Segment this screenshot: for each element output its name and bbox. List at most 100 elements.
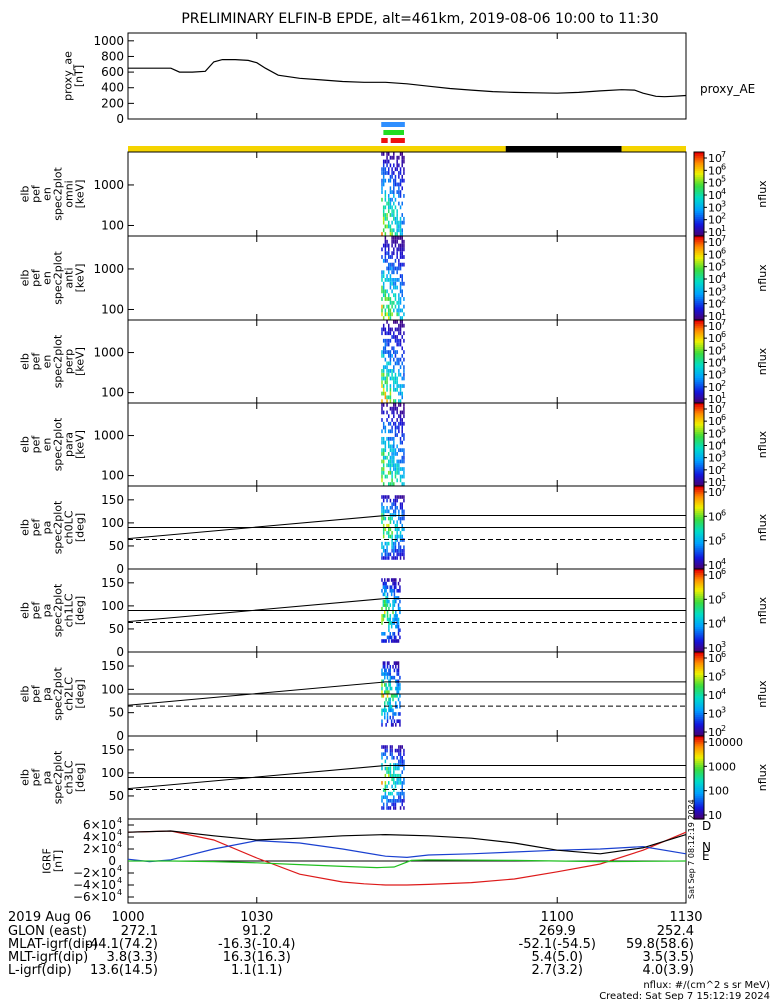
spec8-zlabel-line: nflux <box>756 680 769 708</box>
spec5-colorbar-cell <box>694 440 704 444</box>
spec3-ztick-exp: 3 <box>721 283 726 292</box>
spec8-cell <box>389 704 392 709</box>
spec3-ztick-label: 10 <box>708 298 722 311</box>
spec4-cell <box>387 361 390 366</box>
spec4-cell <box>387 395 390 400</box>
spec9-cell <box>381 799 383 803</box>
ephemeris-value: 3.8(3.3) <box>107 950 159 965</box>
spec7-cell <box>382 585 385 589</box>
spec9-cell <box>396 755 398 760</box>
spec4-cell <box>396 380 398 385</box>
spec2-cell <box>396 155 398 160</box>
spec8-cell <box>397 672 400 676</box>
spec4-cell <box>396 342 398 347</box>
spec3-ylabel-line: elb <box>19 270 32 287</box>
spec3-cell <box>399 262 402 267</box>
spec5-cell <box>382 463 385 468</box>
spec8-cell <box>397 686 400 691</box>
spec2-colorbar-cell <box>694 196 704 199</box>
spec2-ylabel-line: en <box>41 187 54 201</box>
igrf-ytick-label: −2×10 <box>73 866 116 880</box>
spec4-ztick-label: 10 <box>708 320 722 333</box>
spec8-cell <box>389 686 392 691</box>
spec8-cell <box>381 668 383 673</box>
spec4-colorbar-cell <box>694 340 704 344</box>
spec5-colorbar-cell <box>694 425 704 429</box>
spec9-colorbar-cell <box>694 798 704 801</box>
spec8-cell <box>384 712 386 716</box>
spec5-colorbar-cell <box>694 471 704 475</box>
spec4-cell <box>384 350 387 354</box>
spec8-cell <box>392 715 394 720</box>
spec2-colorbar-cell <box>694 160 704 164</box>
spec2-cell <box>386 163 388 168</box>
spec5-cell <box>403 421 405 426</box>
ephemeris-value: 13.6(14.5) <box>90 963 158 978</box>
spec6-colorbar-cell <box>694 498 704 502</box>
spec8-colorbar-cell <box>694 712 704 716</box>
spec6-cell <box>403 556 405 560</box>
spec7-cell <box>390 588 393 593</box>
spec6-cell <box>389 516 392 521</box>
spec5-colorbar-cell <box>694 459 704 462</box>
spec6-cell <box>386 556 388 560</box>
spec9-cell <box>403 748 405 753</box>
spec9-cell <box>403 795 405 800</box>
spec9-cell <box>401 784 403 789</box>
spec8-cell <box>395 679 397 684</box>
spec7-colorbar-cell <box>694 606 704 610</box>
spec6-ytick-label: 150 <box>101 493 124 507</box>
spec8-cell <box>381 694 383 698</box>
spec5-cell <box>386 418 388 422</box>
spec4-colorbar-cell <box>694 359 704 363</box>
spec3-cell <box>394 243 397 248</box>
spec8-cell <box>386 719 389 724</box>
spec9-colorbar-cell <box>694 769 704 772</box>
spec4-cell <box>381 372 383 377</box>
spec2-cell <box>394 178 397 183</box>
spec2-cell <box>384 190 387 194</box>
ephemeris-row-label: GLON (east) <box>8 924 87 939</box>
spec8-ztick-exp: 4 <box>721 687 726 696</box>
spec4-cell <box>386 338 388 343</box>
spec2-colorbar-cell <box>694 189 704 193</box>
spec2-cell <box>384 224 387 229</box>
spec7-cell <box>385 639 387 643</box>
spec3-colorbar-cell <box>694 303 704 306</box>
igrf-ytick-exp: 4 <box>117 888 122 897</box>
spec4-cell <box>399 384 402 388</box>
spec5-ztick-exp: 3 <box>721 450 726 459</box>
spec4-colorbar-cell <box>694 324 704 327</box>
spec2-cell <box>391 213 393 217</box>
spec9-cell <box>391 773 393 778</box>
spec2-cell <box>401 232 403 236</box>
spec7-cell <box>386 599 389 604</box>
spec2-cell <box>387 194 390 198</box>
spec2-cell <box>391 197 393 202</box>
spec8-cell <box>388 679 390 684</box>
spec7-cell <box>397 624 400 629</box>
spec5-cell <box>401 455 403 460</box>
spec3-colorbar-cell <box>694 252 704 256</box>
spec8-cell <box>386 694 389 698</box>
spec3-cell <box>391 289 393 294</box>
spec8-cell <box>385 723 387 727</box>
spec5-cell <box>398 414 400 419</box>
spec6-cell <box>399 516 402 521</box>
igrf-ytick-label: 2×10 <box>83 842 116 856</box>
spec4-colorbar-cell <box>694 394 704 398</box>
spec4-cell <box>381 376 383 381</box>
spec9-colorbar-cell <box>694 740 704 743</box>
spec2-cell <box>396 159 398 164</box>
spec8-colorbar-cell <box>694 731 704 735</box>
spec3-ylabel-line: pef <box>30 268 43 287</box>
spec8-cell <box>384 664 386 669</box>
spec3-cell <box>398 300 400 305</box>
spec6-cell <box>401 516 403 521</box>
spec8-cell <box>386 690 389 694</box>
spec7-colorbar-cell <box>694 627 704 630</box>
spec6-cell <box>399 531 402 535</box>
spec9-cell <box>401 755 403 760</box>
spec9-cell <box>393 773 395 778</box>
